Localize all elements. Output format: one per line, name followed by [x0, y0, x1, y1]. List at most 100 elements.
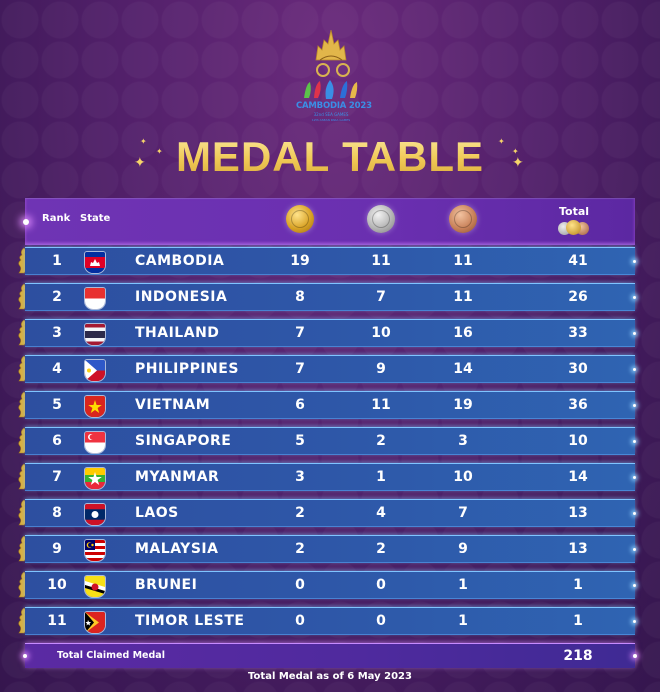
sparkle-icon: ✦ [140, 138, 147, 146]
silver-count-cell: 11 [371, 397, 391, 413]
table-row: 1 CAMBODIA 19 11 11 41 [25, 247, 636, 275]
silver-count-cell: 2 [376, 433, 386, 449]
athlete-ribbons-icon [304, 80, 358, 99]
table-row: 6 SINGAPORE 5 2 3 10 [25, 427, 636, 455]
sparkle-icon: ✦ [134, 156, 146, 170]
total-count-cell: 36 [568, 397, 588, 413]
malaysia-flag-icon [84, 539, 106, 562]
rank-cell: 6 [52, 433, 62, 449]
state-header: State [80, 213, 111, 224]
total-count-cell: 13 [568, 505, 588, 521]
total-count-cell: 10 [568, 433, 588, 449]
footer-note: Total Medal as of 6 May 2023 [248, 671, 412, 682]
bronze-count-cell: 9 [458, 541, 468, 557]
total-count-cell: 14 [568, 469, 588, 485]
singapore-flag-icon [84, 431, 106, 454]
silver-count-cell: 10 [371, 325, 391, 341]
gold-count-cell: 0 [295, 577, 305, 593]
table-row: 8 LAOS 2 4 7 13 [25, 499, 636, 527]
table-row: 5 VIETNAM 6 11 19 36 [25, 391, 636, 419]
bronze-count-cell: 10 [453, 469, 473, 485]
bronze-count-cell: 1 [458, 577, 468, 593]
silver-count-cell: 2 [376, 541, 386, 557]
total-claimed-value: 218 [563, 648, 593, 664]
silver-count-cell: 11 [371, 253, 391, 269]
table-row: 2 INDONESIA 8 7 11 26 [25, 283, 636, 311]
sparkle-icon: ✦ [512, 148, 519, 156]
sparkle-icon: ✦ [512, 156, 524, 170]
total-count-cell: 30 [568, 361, 588, 377]
state-name-cell: PHILIPPINES [135, 361, 239, 377]
silver-count-cell: 0 [376, 577, 386, 593]
gold-medal-mini-icon [566, 220, 581, 235]
bronze-count-cell: 11 [453, 253, 473, 269]
thailand-flag-icon [84, 323, 106, 346]
logo-subtitle-2: 12th ASEAN PARA GAMES [311, 118, 351, 122]
rank-cell: 7 [52, 469, 62, 485]
state-name-cell: VIETNAM [135, 397, 211, 413]
state-name-cell: MALAYSIA [135, 541, 219, 557]
silver-count-cell: 4 [376, 505, 386, 521]
state-name-cell: SINGAPORE [135, 433, 232, 449]
indonesia-flag-icon [84, 287, 106, 310]
logo-emblems [316, 63, 350, 77]
state-name-cell: BRUNEI [135, 577, 198, 593]
state-name-cell: MYANMAR [135, 469, 220, 485]
total-count-cell: 41 [568, 253, 588, 269]
rank-cell: 8 [52, 505, 62, 521]
gold-count-cell: 19 [290, 253, 310, 269]
gold-count-cell: 0 [295, 613, 305, 629]
state-name-cell: TIMOR LESTE [135, 613, 245, 629]
total-claimed-label: Total Claimed Medal [57, 650, 165, 661]
rank-cell: 5 [52, 397, 62, 413]
page-title: MEDAL TABLE [0, 133, 660, 181]
gold-count-cell: 7 [295, 325, 305, 341]
bronze-count-cell: 16 [453, 325, 473, 341]
total-count-cell: 33 [568, 325, 588, 341]
state-name-cell: INDONESIA [135, 289, 228, 305]
silver-count-cell: 7 [376, 289, 386, 305]
gold-count-cell: 2 [295, 541, 305, 557]
total-count-cell: 26 [568, 289, 588, 305]
gold-medal-icon [286, 205, 314, 233]
sparkle-icon: ✦ [498, 138, 505, 146]
bronze-count-cell: 14 [453, 361, 473, 377]
myanmar-flag-icon [84, 467, 106, 490]
vietnam-flag-icon [84, 395, 106, 418]
rank-cell: 4 [52, 361, 62, 377]
bronze-count-cell: 1 [458, 613, 468, 629]
table-row: 10 BRUNEI 0 0 1 1 [25, 571, 636, 599]
logo-title: CAMBODIA 2023 [296, 101, 372, 111]
emblem-icon [316, 63, 330, 77]
bronze-count-cell: 19 [453, 397, 473, 413]
emblem-icon [336, 63, 350, 77]
table-row: 4 PHILIPPINES 7 9 14 30 [25, 355, 636, 383]
gold-count-cell: 7 [295, 361, 305, 377]
rank-cell: 1 [52, 253, 62, 269]
gold-count-cell: 8 [295, 289, 305, 305]
rank-cell: 3 [52, 325, 62, 341]
cambodia-flag-icon [84, 251, 106, 274]
silver-count-cell: 1 [376, 469, 386, 485]
brunei-flag-icon [84, 575, 106, 598]
logo-subtitle: 32nd SEA GAMES [313, 112, 349, 117]
rank-cell: 10 [47, 577, 67, 593]
bronze-medal-icon [449, 205, 477, 233]
state-name-cell: LAOS [135, 505, 179, 521]
table-row: 11 TIMOR LESTE 0 0 1 1 [25, 607, 636, 635]
sparkle-icon: ✦ [156, 148, 163, 156]
bronze-count-cell: 7 [458, 505, 468, 521]
table-row: 7 MYANMAR 3 1 10 14 [25, 463, 636, 491]
gold-count-cell: 2 [295, 505, 305, 521]
state-name-cell: THAILAND [135, 325, 220, 341]
total-count-cell: 1 [573, 613, 583, 629]
state-name-cell: CAMBODIA [135, 253, 225, 269]
bronze-count-cell: 3 [458, 433, 468, 449]
table-row: 9 MALAYSIA 2 2 9 13 [25, 535, 636, 563]
total-count-cell: 13 [568, 541, 588, 557]
bronze-count-cell: 11 [453, 289, 473, 305]
laos-flag-icon [84, 503, 106, 526]
gold-count-cell: 5 [295, 433, 305, 449]
rank-cell: 2 [52, 289, 62, 305]
silver-count-cell: 9 [376, 361, 386, 377]
